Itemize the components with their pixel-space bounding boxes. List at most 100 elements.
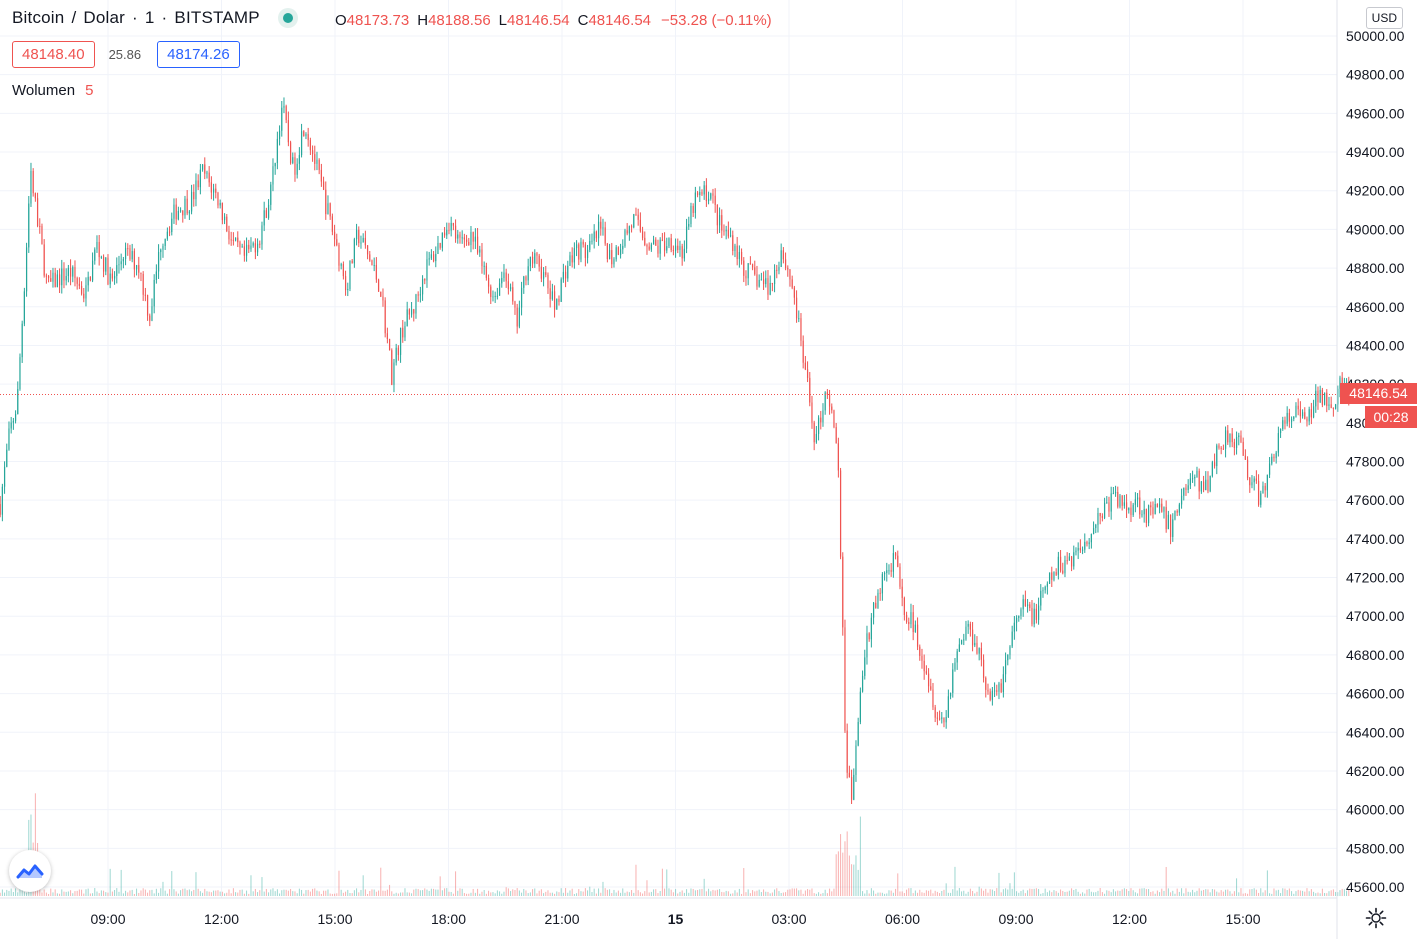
- candle-body: [1143, 508, 1145, 515]
- volume-bar: [1271, 893, 1273, 896]
- volume-bar: [1348, 889, 1350, 896]
- tradingview-logo-icon[interactable]: [9, 850, 51, 892]
- sell-price-button[interactable]: 48148.40: [12, 41, 95, 68]
- volume-bar: [1317, 892, 1319, 896]
- volume-bar: [1022, 889, 1024, 896]
- volume-bar: [1282, 888, 1284, 896]
- candle-body: [1011, 631, 1013, 647]
- candle-body: [303, 131, 305, 136]
- candle-body: [685, 226, 688, 249]
- candle-body: [1213, 462, 1216, 467]
- candle-body: [701, 191, 703, 195]
- volume-bar: [532, 889, 534, 896]
- candle-body: [182, 210, 184, 216]
- volume-bar: [697, 889, 699, 896]
- volume-bar: [426, 889, 428, 896]
- volume-bar: [21, 888, 23, 896]
- volume-bar: [741, 893, 743, 896]
- volume-bar: [994, 891, 996, 896]
- candle-body: [547, 274, 549, 289]
- volume-bar: [738, 888, 740, 896]
- volume-bar: [342, 892, 344, 896]
- volume-bar: [584, 888, 586, 896]
- volume-bar: [265, 888, 267, 896]
- candle-body: [19, 357, 21, 390]
- candle-body: [1121, 495, 1123, 506]
- candle-body: [1029, 604, 1031, 608]
- volume-bar: [853, 864, 855, 896]
- candle-body: [1286, 412, 1288, 424]
- candle-body: [648, 246, 650, 250]
- volume-bar: [81, 889, 83, 896]
- candle-body: [441, 232, 443, 248]
- volume-bar: [441, 890, 443, 896]
- market-status-icon[interactable]: [277, 8, 298, 28]
- currency-button[interactable]: USD: [1365, 7, 1403, 29]
- volume-legend[interactable]: Wolumen 5: [12, 82, 93, 99]
- volume-bar: [239, 889, 241, 896]
- candle-body: [509, 287, 512, 290]
- volume-bar: [657, 893, 659, 896]
- last-price-label: 48146.54: [1340, 383, 1417, 404]
- time-tick-label: 15:00: [317, 911, 352, 927]
- volume-bar: [862, 891, 864, 896]
- volume-bar: [897, 873, 899, 896]
- volume-bar: [459, 888, 461, 896]
- candle-body: [751, 264, 754, 268]
- volume-bar: [6, 889, 8, 896]
- candle-body: [243, 246, 245, 256]
- buy-price-button[interactable]: 48174.26: [157, 41, 240, 68]
- volume-bar: [1097, 890, 1099, 896]
- volume-bar: [1253, 888, 1255, 896]
- candle-body: [615, 247, 617, 260]
- candle-body: [630, 226, 633, 228]
- volume-bar: [483, 890, 485, 896]
- volume-bar: [778, 891, 780, 896]
- symbol-title[interactable]: Bitcoin / Dolar · 1 · BITSTAMP: [12, 8, 298, 28]
- candle-body: [1299, 409, 1301, 417]
- ohlc-legend: O 48173.73 H 48188.56 L 48146.54 C 48146.54 …: [335, 12, 772, 29]
- volume-bar: [466, 893, 468, 896]
- candle-body: [622, 245, 624, 250]
- volume-bar: [1121, 889, 1123, 896]
- volume-bar: [118, 891, 120, 896]
- volume-bar: [899, 891, 901, 896]
- candle-body: [122, 259, 124, 262]
- low-label: L: [498, 12, 508, 29]
- volume-bar: [611, 893, 613, 896]
- candle-body: [470, 232, 472, 245]
- candle-body: [954, 662, 956, 670]
- volume-bar: [114, 890, 116, 896]
- candle-body: [487, 277, 490, 287]
- candle-body: [1077, 547, 1079, 551]
- candle-body: [1174, 511, 1176, 520]
- volume-bar: [661, 868, 663, 896]
- candle-body: [239, 242, 241, 248]
- candle-body: [347, 288, 349, 291]
- candle-body: [850, 777, 853, 800]
- volume-bar: [714, 890, 716, 896]
- volume-bar: [631, 890, 633, 896]
- candle-body: [820, 417, 822, 423]
- candle-body: [1271, 456, 1273, 464]
- candle-body: [135, 265, 138, 270]
- low-value: 48146.54: [507, 12, 570, 29]
- settings-gear-icon[interactable]: [1364, 906, 1388, 930]
- candle-body: [210, 182, 212, 193]
- volume-bar: [413, 889, 415, 896]
- candle-body: [813, 422, 815, 443]
- volume-bar: [1227, 889, 1229, 896]
- time-tick-label: 15:00: [1225, 911, 1260, 927]
- volume-bar: [1242, 893, 1244, 896]
- volume-bar: [1088, 888, 1090, 896]
- volume-bar: [551, 892, 553, 896]
- candle-body: [595, 231, 597, 239]
- candle-body: [89, 276, 91, 281]
- candle-body: [1341, 377, 1343, 388]
- candle-body: [85, 285, 87, 299]
- volume-bar: [1236, 878, 1238, 896]
- candle-body: [58, 274, 61, 286]
- volume-bar: [540, 889, 542, 896]
- candle-body: [782, 250, 784, 260]
